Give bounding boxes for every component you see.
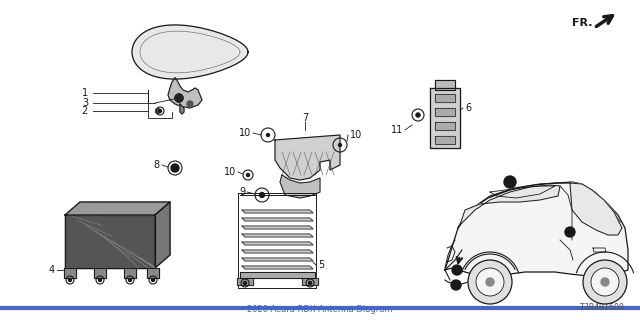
- Circle shape: [159, 109, 161, 113]
- Polygon shape: [242, 234, 313, 237]
- Polygon shape: [242, 226, 313, 229]
- Text: TJB4B1600: TJB4B1600: [580, 303, 625, 312]
- Circle shape: [129, 278, 131, 282]
- Polygon shape: [435, 94, 455, 102]
- Circle shape: [68, 278, 72, 282]
- Text: 1: 1: [82, 88, 88, 98]
- Text: 2: 2: [82, 106, 88, 116]
- Text: 6: 6: [465, 103, 471, 113]
- Polygon shape: [445, 182, 628, 276]
- Text: 8: 8: [154, 160, 160, 170]
- Text: 9: 9: [239, 187, 245, 197]
- Polygon shape: [242, 218, 313, 221]
- Text: 11: 11: [391, 125, 403, 135]
- Circle shape: [451, 280, 461, 290]
- Polygon shape: [124, 268, 136, 278]
- Circle shape: [99, 278, 102, 282]
- Text: 3: 3: [82, 98, 88, 108]
- Circle shape: [486, 278, 494, 286]
- Polygon shape: [242, 242, 313, 245]
- Text: 5: 5: [318, 260, 324, 270]
- Polygon shape: [460, 185, 560, 225]
- Circle shape: [243, 282, 246, 284]
- Circle shape: [246, 173, 250, 177]
- Circle shape: [504, 176, 516, 188]
- Polygon shape: [180, 104, 184, 114]
- Circle shape: [583, 260, 627, 304]
- Circle shape: [152, 278, 154, 282]
- Text: 10: 10: [350, 130, 362, 140]
- Polygon shape: [435, 122, 455, 130]
- Polygon shape: [302, 278, 318, 285]
- Polygon shape: [94, 268, 106, 278]
- Circle shape: [591, 268, 619, 296]
- Circle shape: [175, 94, 183, 102]
- Polygon shape: [435, 80, 455, 90]
- Polygon shape: [275, 135, 340, 180]
- Polygon shape: [435, 136, 455, 144]
- Text: FR.: FR.: [572, 18, 593, 28]
- Polygon shape: [242, 266, 313, 269]
- Polygon shape: [430, 88, 460, 148]
- Text: 7: 7: [302, 113, 308, 123]
- Circle shape: [156, 108, 161, 114]
- Polygon shape: [242, 250, 313, 253]
- Circle shape: [171, 164, 179, 172]
- Polygon shape: [242, 258, 313, 261]
- Text: 10: 10: [239, 128, 251, 138]
- Circle shape: [260, 194, 264, 196]
- Text: 10: 10: [224, 167, 236, 177]
- Polygon shape: [237, 278, 253, 285]
- Circle shape: [339, 143, 342, 147]
- Polygon shape: [65, 202, 170, 215]
- Circle shape: [416, 113, 420, 117]
- Circle shape: [266, 133, 269, 137]
- Circle shape: [476, 268, 504, 296]
- Text: 4: 4: [49, 265, 55, 275]
- Polygon shape: [280, 175, 320, 198]
- Polygon shape: [242, 210, 313, 213]
- Circle shape: [601, 278, 609, 286]
- Text: 2020 Acura RDX Antenna Diagram: 2020 Acura RDX Antenna Diagram: [247, 305, 393, 314]
- Polygon shape: [435, 108, 455, 116]
- Circle shape: [259, 193, 264, 197]
- Circle shape: [452, 265, 462, 275]
- Polygon shape: [132, 25, 248, 79]
- Polygon shape: [64, 268, 76, 278]
- Circle shape: [175, 94, 183, 102]
- Polygon shape: [570, 183, 622, 235]
- Circle shape: [187, 101, 193, 107]
- Polygon shape: [155, 202, 170, 268]
- Polygon shape: [168, 78, 202, 108]
- Circle shape: [417, 114, 419, 116]
- Polygon shape: [65, 215, 155, 268]
- Circle shape: [308, 282, 312, 284]
- Polygon shape: [240, 272, 315, 278]
- Polygon shape: [147, 268, 159, 278]
- Circle shape: [173, 166, 177, 170]
- Circle shape: [565, 227, 575, 237]
- Circle shape: [468, 260, 512, 304]
